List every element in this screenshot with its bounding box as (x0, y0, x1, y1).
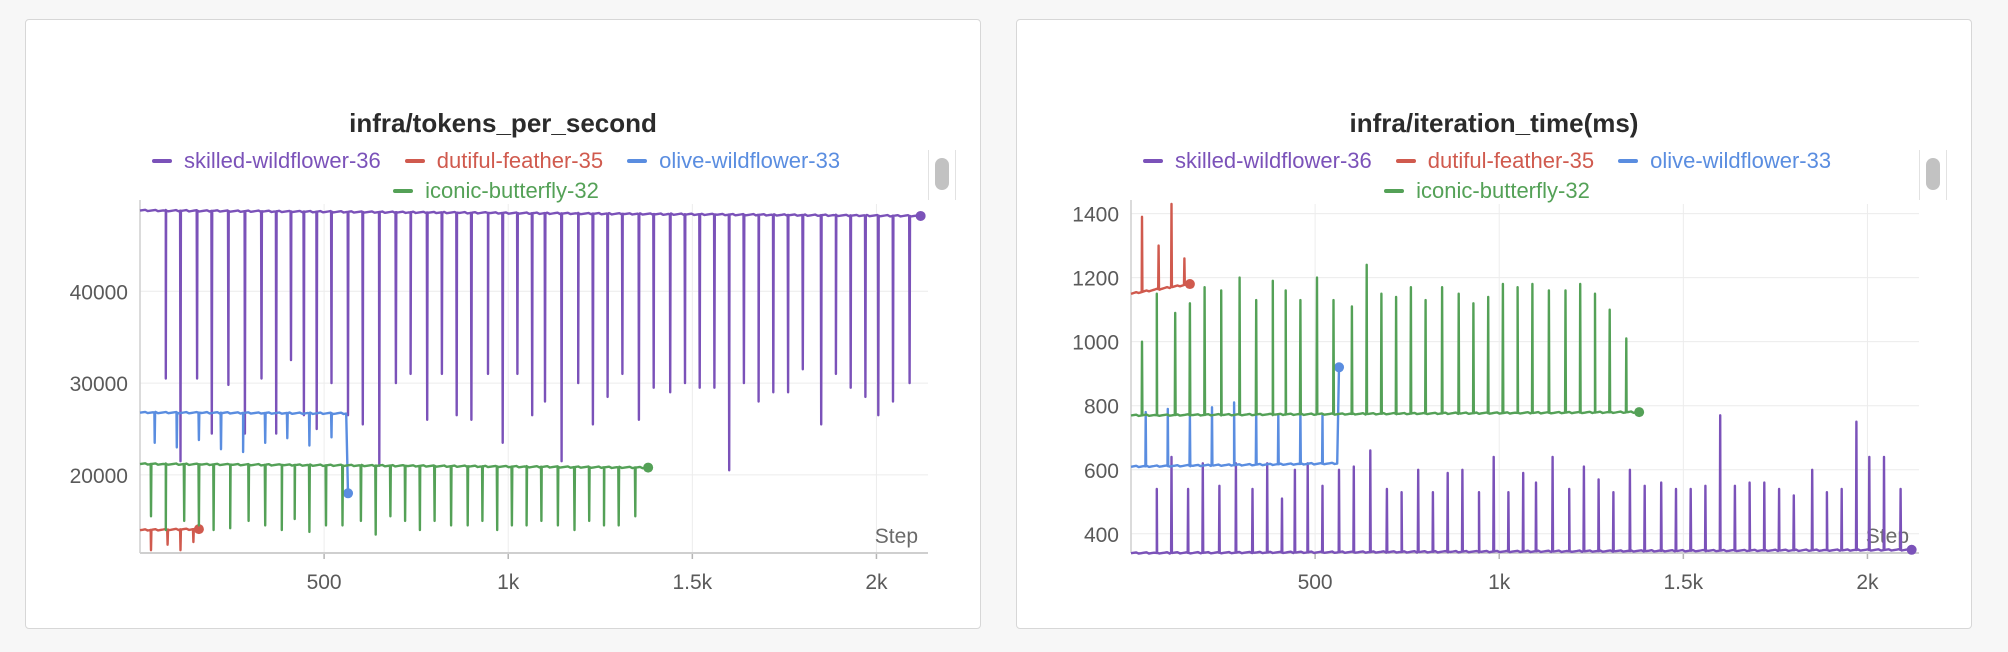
series-line-skilled-wildflower-36 (139, 208, 919, 472)
x-tick-label: 500 (307, 571, 342, 594)
legend-scrollbar[interactable] (1919, 150, 1947, 200)
x-tick-label: 1.5k (1663, 571, 1703, 594)
chart-title: infra/tokens_per_second (349, 108, 657, 138)
series-line-dutiful-feather-35 (1130, 202, 1189, 296)
legend-item-iconic-butterfly-32[interactable]: iconic-butterfly-32 (1384, 178, 1590, 204)
chart-plot-area: 400 600 800 1000 1200 1400 500 1k 1.5k 2k Step (1072, 200, 1919, 594)
series-end-point-iconic-butterfly-32 (643, 462, 654, 473)
legend-swatch-icon (1142, 159, 1163, 163)
legend-item-dutiful-feather-35[interactable]: dutiful-feather-35 (404, 148, 604, 174)
legend-swatch-icon (1384, 189, 1405, 193)
legend-scrollbar[interactable] (928, 150, 956, 200)
x-tick-label: 1k (1488, 571, 1511, 594)
legend-label: olive-wildflower-33 (659, 148, 841, 173)
series-end-point-dutiful-feather-35 (193, 524, 204, 535)
x-tick-label: 500 (1298, 571, 1333, 594)
series-end-point-dutiful-feather-35 (1184, 279, 1195, 290)
y-tick-label: 1000 (1072, 332, 1119, 355)
legend-scrollbar-thumb[interactable] (935, 158, 949, 190)
series-line-olive-wildflower-33 (139, 410, 350, 494)
series-line-skilled-wildflower-36 (1130, 414, 1910, 555)
series-line-olive-wildflower-33 (1130, 367, 1341, 469)
chart-panel-iteration-time[interactable]: infra/iteration_time(ms) skilled-wildflo… (1016, 19, 1972, 629)
x-axis-label: Step (875, 525, 918, 548)
legend-item-olive-wildflower-33[interactable]: olive-wildflower-33 (1618, 148, 1831, 174)
legend-swatch-icon (627, 159, 648, 163)
legend-label: dutiful-feather-35 (436, 148, 604, 173)
series-end-point-olive-wildflower-33 (1334, 362, 1345, 373)
legend-swatch-icon (1395, 159, 1416, 163)
x-tick-label: 2k (1856, 571, 1879, 594)
chart-title: infra/iteration_time(ms) (1349, 108, 1639, 138)
legend-item-iconic-butterfly-32[interactable]: iconic-butterfly-32 (393, 178, 599, 204)
series-line-dutiful-feather-35 (139, 527, 197, 552)
legend-swatch-icon (1618, 159, 1639, 163)
y-tick-label: 20000 (70, 465, 128, 488)
legend-swatch-icon (404, 159, 425, 163)
y-tick-label: 800 (1084, 396, 1119, 419)
series-end-point-iconic-butterfly-32 (1634, 407, 1645, 418)
legend-label: olive-wildflower-33 (1650, 148, 1832, 173)
legend-item-skilled-wildflower-36[interactable]: skilled-wildflower-36 (151, 148, 381, 174)
legend-label: skilled-wildflower-36 (183, 148, 381, 173)
y-tick-label: 600 (1084, 460, 1119, 483)
legend-label: iconic-butterfly-32 (425, 178, 599, 203)
y-tick-label: 30000 (70, 373, 128, 396)
legend-scrollbar-thumb[interactable] (1926, 158, 1940, 190)
legend-item-skilled-wildflower-36[interactable]: skilled-wildflower-36 (1142, 148, 1372, 174)
legend-swatch-icon (151, 159, 172, 163)
legend-swatch-icon (393, 189, 414, 193)
series-end-point-olive-wildflower-33 (343, 488, 354, 499)
series-line-iconic-butterfly-32 (139, 462, 648, 536)
y-tick-label: 400 (1084, 524, 1119, 547)
x-tick-label: 1.5k (672, 571, 712, 594)
series-line-iconic-butterfly-32 (1130, 263, 1639, 418)
chart-panel-tokens-per-second[interactable]: infra/tokens_per_second skilled-wildflow… (25, 19, 981, 629)
legend-item-olive-wildflower-33[interactable]: olive-wildflower-33 (627, 148, 840, 174)
legend-label: dutiful-feather-35 (1427, 148, 1595, 173)
y-tick-label: 1400 (1072, 204, 1119, 227)
legend-label: skilled-wildflower-36 (1174, 148, 1372, 173)
chart-plot-area: 20000 30000 40000 500 1k 1.5k 2k Step (70, 200, 928, 594)
series-end-point-skilled-wildflower-36 (915, 210, 926, 221)
chart-legend: skilled-wildflower-36 dutiful-feather-35… (1087, 148, 1887, 204)
x-axis-label: Step (1866, 525, 1909, 548)
legend-label: iconic-butterfly-32 (1416, 178, 1590, 203)
legend-item-dutiful-feather-35[interactable]: dutiful-feather-35 (1395, 148, 1595, 174)
chart-legend: skilled-wildflower-36 dutiful-feather-35… (96, 148, 896, 204)
x-tick-label: 2k (865, 571, 888, 594)
series-end-point-skilled-wildflower-36 (1906, 544, 1917, 555)
y-tick-label: 1200 (1072, 268, 1119, 291)
y-tick-label: 40000 (70, 281, 128, 304)
x-tick-label: 1k (497, 571, 520, 594)
